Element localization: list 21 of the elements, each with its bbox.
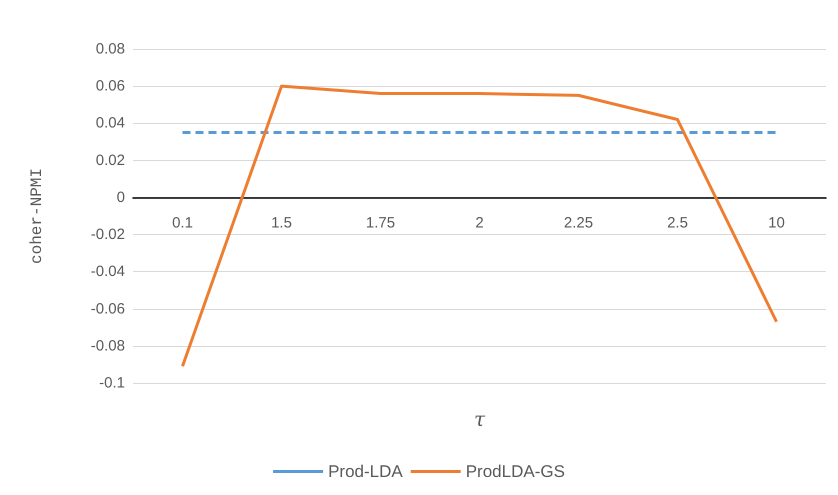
y-axis-title: coher-NPMI (28, 168, 46, 264)
y-tick-label: 0.06 (96, 78, 125, 95)
y-tick-label: 0.02 (96, 152, 125, 169)
y-tick-label: -0.04 (90, 263, 125, 280)
legend-label: Prod-LDA (328, 462, 404, 481)
legend-label: ProdLDA-GS (466, 462, 565, 481)
y-tick-label: 0 (116, 188, 125, 206)
x-tick-label: 0.1 (172, 214, 193, 232)
x-tick-label: 2.25 (564, 214, 594, 232)
x-tick-label: 2 (475, 214, 484, 232)
y-tick-label: -0.1 (99, 374, 125, 392)
x-tick-label: 1.5 (271, 214, 292, 232)
x-tick-label: 10 (768, 214, 785, 232)
x-tick-label: 1.75 (366, 214, 396, 232)
x-axis-title: τ (474, 407, 486, 431)
y-tick-label: 0.04 (96, 114, 125, 132)
y-tick-label: -0.08 (90, 337, 125, 354)
x-tick-label: 2.5 (667, 214, 688, 232)
y-tick-label: -0.06 (90, 300, 125, 318)
y-tick-label: -0.02 (90, 226, 125, 244)
y-tick-label: 0.08 (96, 40, 125, 58)
